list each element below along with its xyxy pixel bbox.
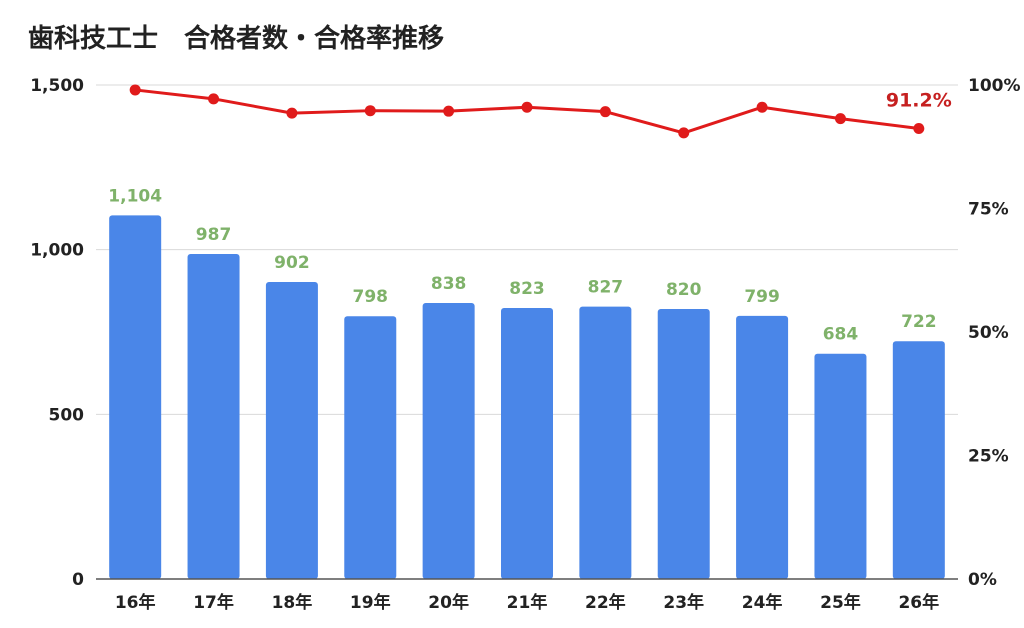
pass-rate-point-16年 <box>129 84 141 96</box>
pass-rate-point-21年 <box>521 101 533 113</box>
y-left-tick-label: 1,500 <box>30 76 84 96</box>
bar-value-label: 823 <box>509 279 545 299</box>
bar-19年 <box>344 316 397 579</box>
y-right-tick-label: 0% <box>968 570 997 590</box>
x-tick-label: 22年 <box>585 592 626 613</box>
x-tick-label: 18年 <box>272 592 313 613</box>
bar-value-label: 820 <box>666 280 702 300</box>
x-tick-label: 20年 <box>428 592 469 613</box>
y-left-tick-label: 1,000 <box>30 241 84 261</box>
x-tick-label: 16年 <box>115 592 156 613</box>
y-right-tick-label: 100% <box>968 76 1021 96</box>
bar-value-label: 799 <box>744 287 780 307</box>
bar-21年 <box>501 307 553 579</box>
bar-20年 <box>422 303 475 579</box>
pass-rate-point-23年 <box>678 127 690 139</box>
pass-rate-point-17年 <box>208 93 220 105</box>
x-tick-label: 26年 <box>898 592 939 613</box>
bar-17年 <box>187 253 240 579</box>
bar-value-label: 798 <box>353 287 389 307</box>
pass-rate-point-24年 <box>756 101 768 113</box>
pass-rate-point-19年 <box>364 105 376 117</box>
bar-24年 <box>736 315 789 579</box>
bar-16年 <box>109 215 162 579</box>
bar-value-label: 827 <box>588 278 624 298</box>
x-tick-label: 17年 <box>193 592 234 613</box>
bar-18年 <box>265 281 318 579</box>
x-tick-label: 23年 <box>663 592 704 613</box>
pass-rate-point-22年 <box>599 106 611 118</box>
pass-rate-point-20年 <box>443 105 455 117</box>
bar-value-label: 1,104 <box>108 186 162 206</box>
bar-value-label: 838 <box>431 274 467 294</box>
bar-value-label: 902 <box>274 253 310 273</box>
x-tick-label: 24年 <box>742 592 783 613</box>
y-right-tick-label: 75% <box>968 200 1009 220</box>
pass-rate-point-25年 <box>834 113 846 125</box>
pass-rate-annotation: 91.2% <box>886 89 952 111</box>
pass-rate-point-18年 <box>286 107 298 119</box>
bar-25年 <box>814 353 867 579</box>
x-tick-label: 21年 <box>507 592 548 613</box>
bar-22年 <box>579 306 632 579</box>
y-left-tick-label: 0 <box>72 570 84 590</box>
y-left-tick-label: 500 <box>49 405 85 425</box>
y-right-tick-label: 50% <box>968 323 1009 343</box>
bar-value-label: 684 <box>823 325 859 345</box>
x-tick-label: 25年 <box>820 592 861 613</box>
pass-rate-point-26年 <box>913 122 925 134</box>
bar-value-label: 987 <box>196 225 232 245</box>
bar-26年 <box>892 341 945 579</box>
x-tick-label: 19年 <box>350 592 391 613</box>
chart-title: 歯科技工士 合格者数・合格率推移 <box>28 24 445 54</box>
bar-value-label: 722 <box>901 312 937 332</box>
bar-23年 <box>657 308 710 579</box>
y-right-tick-label: 25% <box>968 447 1009 467</box>
